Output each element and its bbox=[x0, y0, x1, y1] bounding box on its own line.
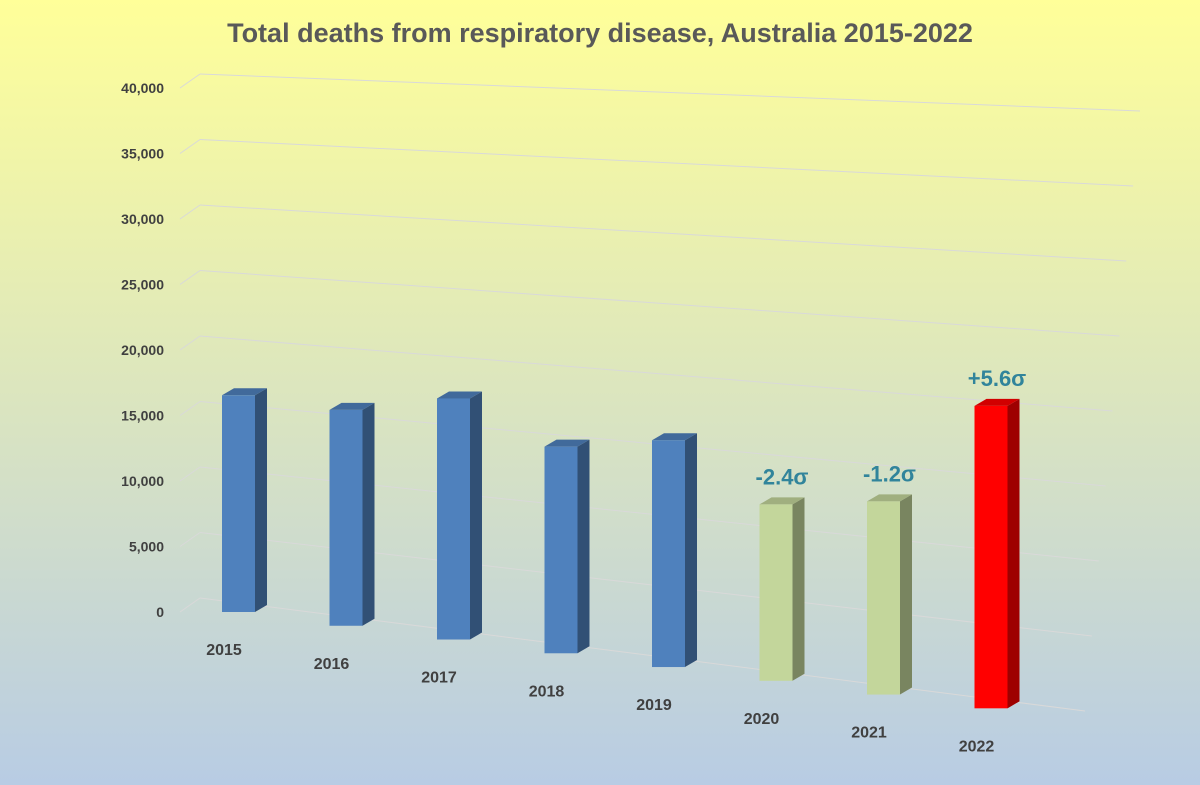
gridline bbox=[199, 335, 1113, 412]
bar-2015 bbox=[222, 388, 267, 612]
bar-top bbox=[222, 388, 267, 396]
bars bbox=[222, 388, 1020, 709]
gridline bbox=[199, 139, 1134, 187]
y-tick-label: 15,000 bbox=[121, 408, 164, 424]
bar-front bbox=[974, 405, 1008, 709]
annotation-2020: -2.4σ bbox=[756, 464, 809, 489]
gridline-side bbox=[179, 139, 201, 154]
y-tick-label: 0 bbox=[156, 604, 164, 620]
bar-front bbox=[544, 446, 578, 654]
x-tick-label: 2015 bbox=[206, 642, 242, 659]
x-tick-label: 2019 bbox=[636, 697, 672, 714]
y-tick-label: 35,000 bbox=[121, 146, 164, 162]
y-tick-label: 40,000 bbox=[121, 80, 164, 96]
x-tick-label: 2018 bbox=[529, 683, 565, 700]
gridline-side bbox=[179, 466, 201, 482]
gridline-side bbox=[179, 73, 201, 89]
gridline-side bbox=[179, 532, 201, 547]
bar-2019 bbox=[652, 433, 697, 668]
x-tick-label: 2020 bbox=[744, 711, 780, 728]
y-tick-label: 5,000 bbox=[129, 539, 164, 555]
y-tick-label: 25,000 bbox=[121, 277, 164, 293]
bar-side bbox=[577, 439, 590, 654]
bar-front bbox=[329, 409, 363, 626]
bar-front bbox=[222, 395, 255, 612]
gridline bbox=[199, 73, 1141, 112]
bar-front bbox=[759, 504, 793, 681]
chart-title: Total deaths from respiratory disease, A… bbox=[227, 18, 973, 48]
bar-side bbox=[255, 388, 267, 612]
bar-2017 bbox=[437, 391, 482, 640]
bar-front bbox=[437, 398, 470, 640]
gridline bbox=[199, 270, 1120, 337]
bar-top bbox=[652, 433, 697, 441]
bar-side bbox=[792, 497, 805, 681]
bar-top bbox=[329, 402, 375, 410]
gridline bbox=[199, 204, 1127, 262]
bar-top bbox=[437, 391, 482, 399]
x-tick-label: 2017 bbox=[421, 670, 457, 687]
x-tick-label: 2016 bbox=[314, 656, 350, 673]
gridline-side bbox=[179, 270, 201, 285]
annotation-2022: +5.6σ bbox=[968, 366, 1026, 391]
y-axis-ticks: 0 5,000 10,000 15,000 20,000 25,000 30,000 35,0… bbox=[121, 80, 164, 620]
bar-side bbox=[362, 402, 375, 626]
annotations: -2.4σ -1.2σ +5.6σ bbox=[756, 366, 1027, 489]
bar-top bbox=[759, 497, 805, 505]
x-axis-ticks: 2015 2016 2017 2018 2019 2020 2021 2022 bbox=[206, 642, 994, 755]
gridline-side bbox=[179, 335, 201, 351]
x-tick-label: 2022 bbox=[959, 738, 995, 755]
bar-top bbox=[867, 494, 912, 502]
y-tick-label: 30,000 bbox=[121, 211, 164, 227]
gridline-side bbox=[179, 597, 201, 613]
bar-side bbox=[470, 391, 482, 640]
bar-2022 bbox=[974, 398, 1020, 709]
annotation-2021: -1.2σ bbox=[863, 461, 916, 486]
bar-front bbox=[867, 501, 900, 695]
bar-top bbox=[544, 439, 590, 447]
bar-2020 bbox=[759, 497, 805, 681]
x-tick-label: 2021 bbox=[851, 725, 887, 742]
bar-side bbox=[900, 494, 912, 695]
bar-2016 bbox=[329, 402, 375, 626]
bar-side bbox=[685, 433, 697, 668]
gridline-side bbox=[179, 204, 201, 220]
y-tick-label: 10,000 bbox=[121, 473, 164, 489]
gridline-side bbox=[179, 401, 201, 416]
y-tick-label: 20,000 bbox=[121, 342, 164, 358]
bar-side bbox=[1007, 398, 1020, 709]
bar-2018 bbox=[544, 439, 590, 654]
bar-front bbox=[652, 440, 685, 668]
bar-2021 bbox=[867, 494, 912, 695]
bar-top bbox=[974, 398, 1020, 406]
